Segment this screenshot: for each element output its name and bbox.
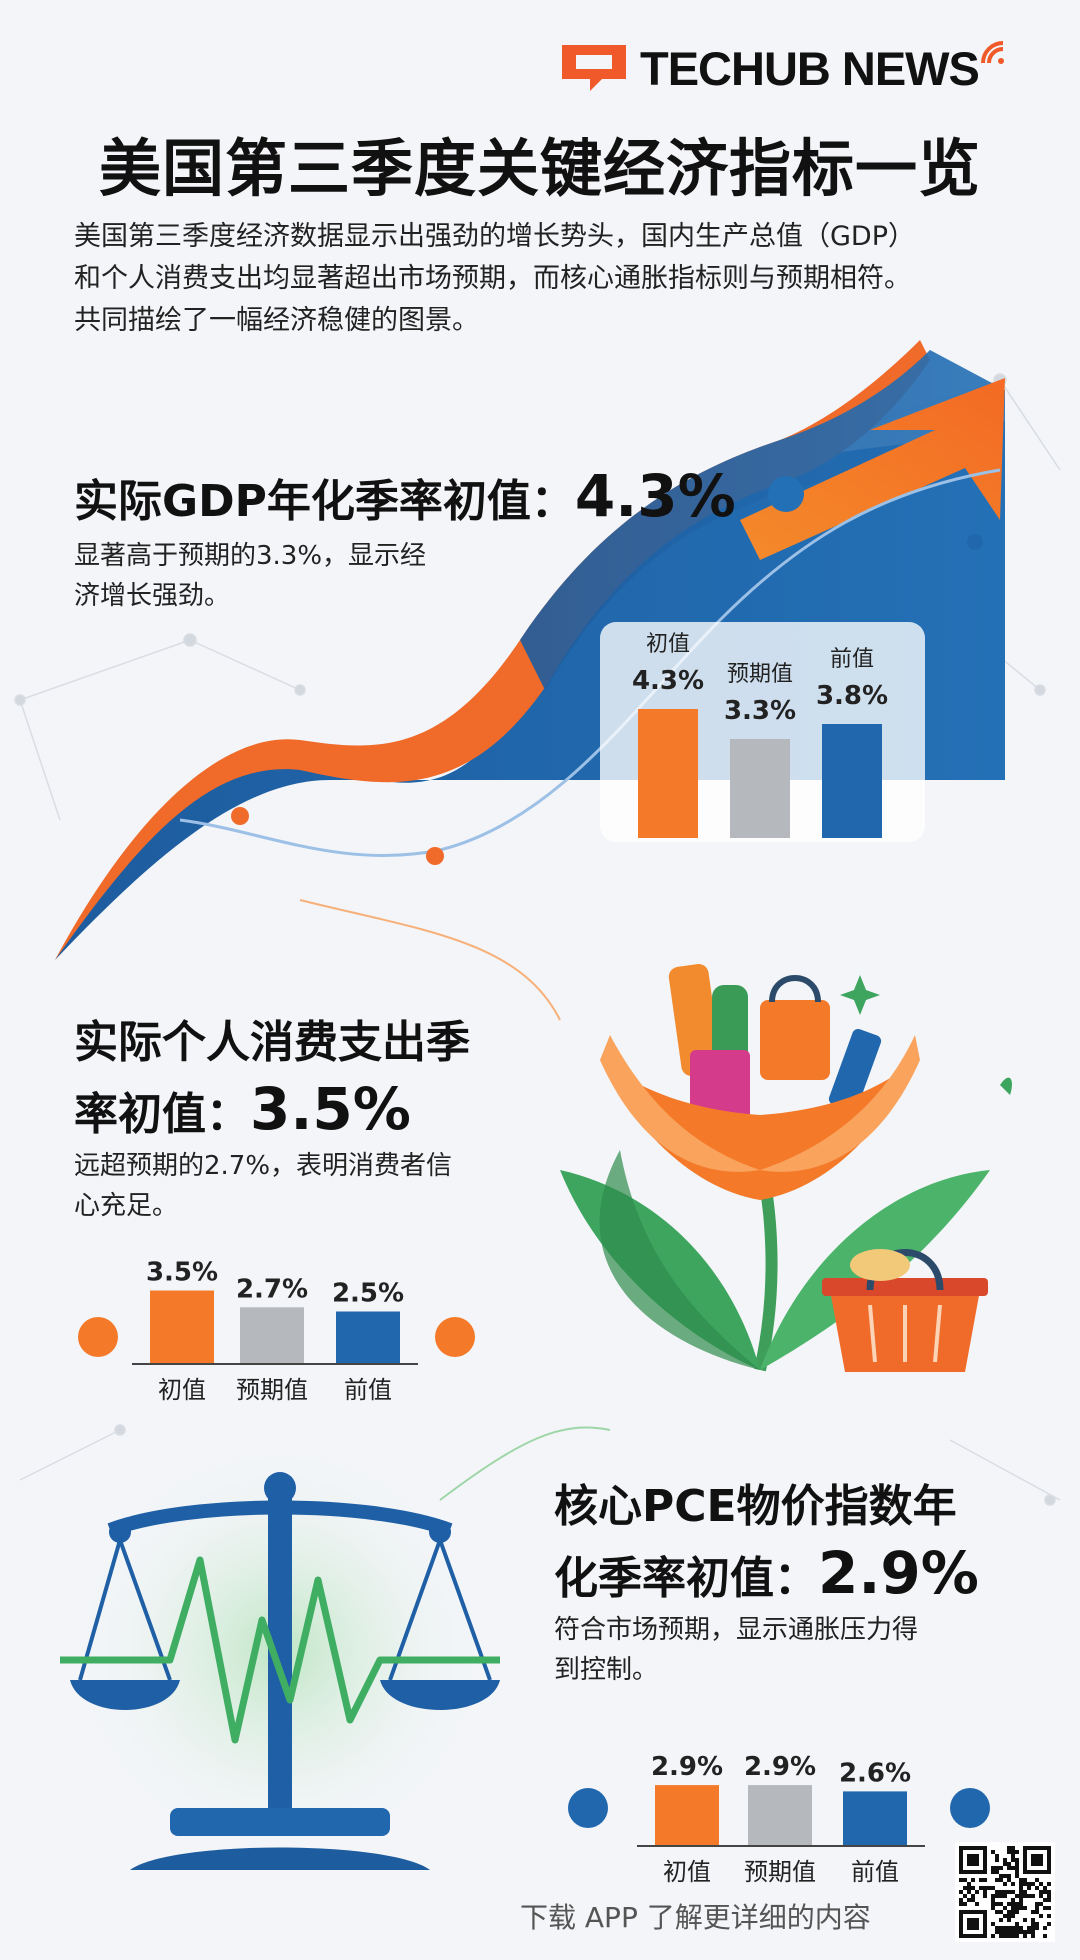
pce-heading-line: 实际个人消费支出季 (74, 1017, 470, 1068)
chart-bar (748, 1785, 812, 1846)
category-label: 预期值 (727, 662, 793, 687)
data-label: 4.3% (632, 666, 704, 696)
footer-download-text[interactable]: 下载 APP 了解更详细的内容 (520, 1901, 871, 1934)
core-heading-value: 2.9% (818, 1539, 979, 1607)
gdp-heading-label: 实际GDP年化季率初值： (74, 476, 575, 527)
category-label: 前值 (830, 647, 874, 672)
chart-bar (730, 739, 790, 838)
category-label: 前值 (851, 1858, 899, 1886)
data-label: 2.7% (236, 1274, 308, 1304)
pce-heading: 实际个人消费支出季 率初值：3.5% (74, 1010, 470, 1148)
shopping-basket-icon (822, 1249, 988, 1372)
pce-heading-value: 3.5% (250, 1075, 411, 1143)
category-label: 前值 (344, 1376, 392, 1404)
balance-scale-icon (60, 1440, 500, 1870)
data-label: 3.8% (816, 681, 888, 711)
pce-desc-line: 远超预期的2.7%，表明消费者信 (74, 1151, 453, 1181)
left-dot-blue (568, 1788, 608, 1828)
gdp-desc-line: 显著高于预期的3.3%，显示经 (74, 541, 427, 571)
brand-name: TECHUB NEWS (640, 41, 980, 95)
intro-text: 美国第三季度经济数据显示出强劲的增长势头，国内生产总值（GDP） 和个人消费支出… (74, 216, 1034, 342)
brand-header: TECHUB NEWS (562, 36, 1022, 100)
chart-bar (638, 709, 698, 838)
gdp-description: 显著高于预期的3.3%，显示经 济增长强劲。 (74, 536, 494, 616)
category-label: 初值 (646, 632, 690, 657)
left-dot-orange (78, 1317, 118, 1357)
gdp-desc-line: 济增长强劲。 (74, 581, 231, 611)
chart-bar (655, 1785, 719, 1846)
chart-bar (336, 1311, 400, 1364)
category-label: 预期值 (744, 1858, 816, 1886)
data-label: 2.5% (332, 1279, 404, 1309)
core-pce-heading: 核心PCE物价指数年 化季率初值：2.9% (554, 1474, 979, 1612)
pce-description: 远超预期的2.7%，表明消费者信 心充足。 (74, 1146, 534, 1226)
right-dot-orange (435, 1317, 475, 1357)
data-label: 3.5% (146, 1258, 218, 1288)
category-label: 初值 (158, 1376, 206, 1404)
intro-line: 美国第三季度经济数据显示出强劲的增长势头，国内生产总值（GDP） (74, 221, 915, 252)
core-desc-line: 到控制。 (554, 1655, 659, 1685)
wifi-signal-icon (980, 41, 1004, 64)
heading-dot (768, 476, 804, 512)
chart-bar (822, 724, 882, 838)
right-dot-blue (950, 1788, 990, 1828)
data-label: 2.9% (651, 1752, 723, 1782)
data-label: 2.9% (744, 1752, 816, 1782)
chart-bar (843, 1791, 907, 1846)
core-heading-label: 化季率初值： (554, 1553, 818, 1604)
techub-logo-icon (562, 45, 626, 91)
gdp-heading-value: 4.3% (574, 462, 736, 530)
core-desc-line: 符合市场预期，显示通胀压力得 (554, 1615, 919, 1645)
intro-line: 和个人消费支出均显著超出市场预期，而核心通胀指标则与预期相符。 (74, 263, 911, 294)
data-label: 3.3% (724, 696, 796, 726)
category-label: 预期值 (236, 1376, 308, 1404)
pce-desc-line: 心充足。 (74, 1191, 179, 1221)
chart-bar (240, 1307, 304, 1364)
chart-bar (150, 1290, 214, 1364)
gdp-heading: 实际GDP年化季率初值：4.3% (74, 462, 736, 530)
pce-heading-label: 率初值： (74, 1089, 250, 1140)
intro-line: 共同描绘了一幅经济稳健的图景。 (74, 305, 479, 336)
page-title: 美国第三季度关键经济指标一览 (98, 132, 981, 205)
qr-code-icon[interactable] (955, 1842, 1055, 1942)
core-heading-line: 核心PCE物价指数年 (554, 1481, 957, 1532)
category-label: 初值 (663, 1858, 711, 1886)
data-label: 2.6% (839, 1758, 911, 1788)
core-pce-description: 符合市场预期，显示通胀压力得 到控制。 (554, 1610, 1024, 1690)
